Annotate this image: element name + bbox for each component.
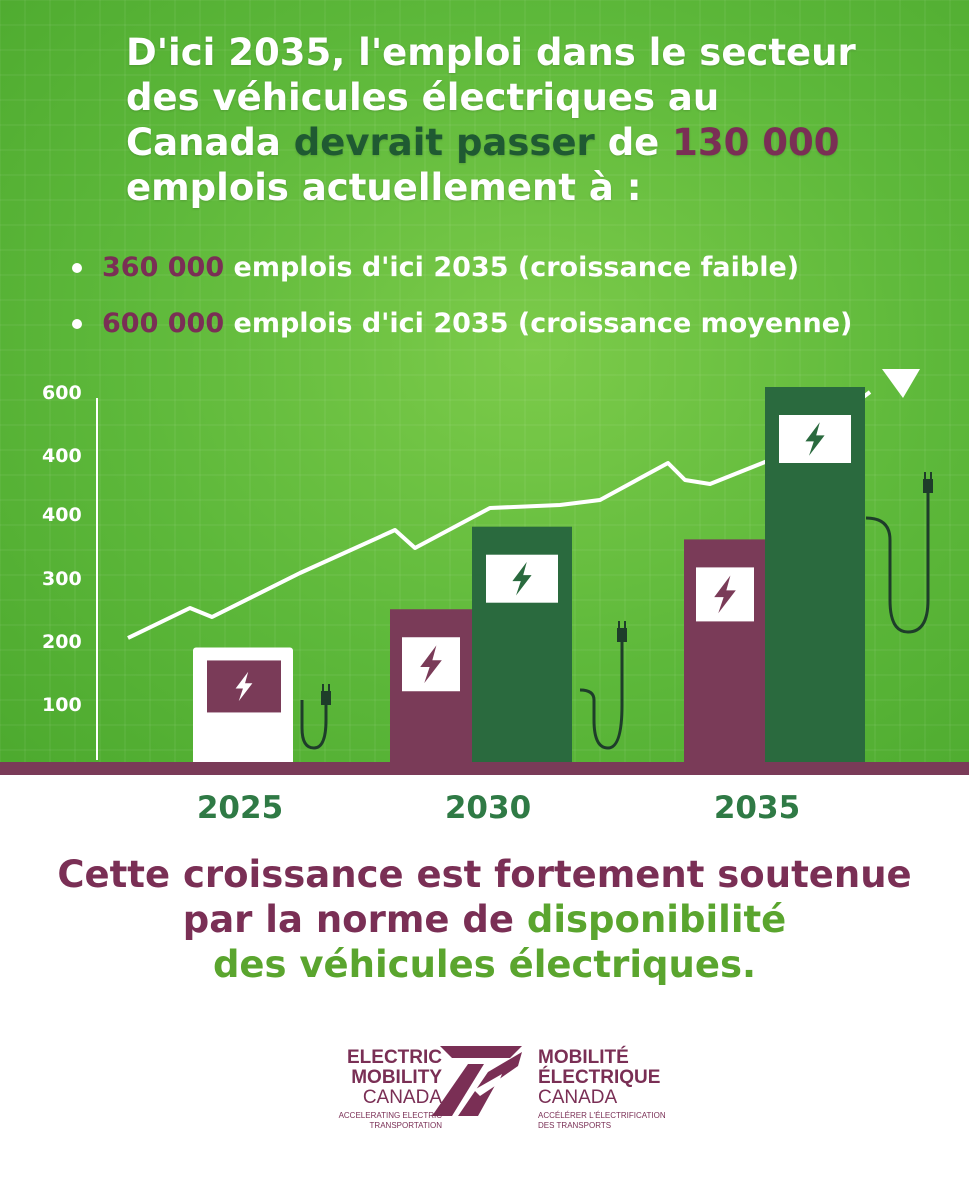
bullet-number: 360 000	[102, 252, 225, 283]
bullet-dot-icon	[72, 319, 82, 329]
footer-line-1: Cette croissance est fortement soutenue	[57, 853, 912, 896]
x-tick-label: 2035	[714, 790, 800, 826]
plug-head-icon	[617, 628, 627, 642]
y-tick-label: 400	[42, 504, 82, 526]
plug-cable-icon	[300, 700, 328, 750]
x-tick-label: 2025	[197, 790, 283, 826]
plug-cable-icon	[865, 492, 930, 634]
trend-line	[127, 390, 872, 640]
footer-line-2-a: par la norme de	[182, 898, 514, 941]
plug-cable-icon	[579, 640, 624, 750]
logo-en-line-2: MOBILITY	[351, 1067, 442, 1088]
headline-canada: Canada	[126, 121, 281, 164]
headline-line-2: des véhicules électriques au	[126, 76, 720, 119]
footer-emphasis: disponibilité	[526, 898, 787, 941]
logo-french: MOBILITÉ ÉLECTRIQUE CANADA ACCÉLÉRER L'É…	[538, 1048, 666, 1131]
bullet-dot-icon	[72, 263, 82, 273]
logo-fr-line-2: ÉLECTRIQUE	[538, 1067, 661, 1088]
bullet-text: emplois d'ici 2035 (croissance moyenne)	[233, 308, 853, 339]
headline-emphasis-green: devrait passer	[293, 121, 595, 164]
bullet-item-low: 360 000 emplois d'ici 2035 (croissance f…	[72, 248, 852, 288]
y-tick-label: 300	[42, 568, 82, 590]
logo-mark-icon	[432, 1046, 522, 1116]
plug-head-icon	[321, 691, 331, 705]
bullet-list: 360 000 emplois d'ici 2035 (croissance f…	[72, 248, 852, 360]
logo-fr-tagline: ACCÉLÉRER L'ÉLECTRIFICATION DES TRANSPOR…	[538, 1111, 666, 1131]
bar-chart: 100 200 300 400 400 600 2025 2030 2035	[0, 369, 969, 826]
lightning-icon	[512, 561, 532, 596]
logo-en-line-3: CANADA	[362, 1087, 442, 1108]
footer-message: Cette croissance est fortement soutenue …	[0, 852, 969, 987]
lightning-icon	[714, 575, 736, 614]
logo-en-tag-1: ACCELERATING ELECTRIC	[338, 1111, 442, 1120]
y-tick-label: 200	[42, 631, 82, 653]
y-tick-label: 400	[42, 445, 82, 467]
footer-line-3: des véhicules électriques.	[212, 943, 757, 986]
chart-baseline	[0, 762, 969, 775]
x-tick-label: 2030	[445, 790, 531, 826]
logo-fr-line-3: CANADA	[538, 1087, 618, 1108]
arrow-up-icon	[882, 369, 920, 398]
y-tick-label: 600	[42, 382, 82, 404]
lightning-icon	[235, 671, 253, 702]
headline-de: de	[607, 121, 660, 164]
logo-en-line-1: ELECTRIC	[347, 1047, 442, 1068]
headline-line-3: Canada devrait passer de 130 000	[126, 120, 946, 165]
headline: D'ici 2035, l'emploi dans le secteur des…	[126, 30, 946, 210]
footer-line-2: par la norme de disponibilité	[0, 897, 969, 942]
bullet-text: emplois d'ici 2035 (croissance faible)	[233, 252, 800, 283]
logo-fr-tag-1: ACCÉLÉRER L'ÉLECTRIFICATION	[538, 1111, 666, 1120]
headline-line-1: D'ici 2035, l'emploi dans le secteur	[126, 31, 856, 74]
logo-en-tagline: ACCELERATING ELECTRIC TRANSPORTATION	[339, 1111, 442, 1131]
logo-fr-line-1: MOBILITÉ	[538, 1047, 629, 1068]
lightning-icon	[420, 645, 442, 684]
lightning-icon	[805, 422, 825, 456]
y-tick-label: 100	[42, 694, 82, 716]
headline-line-4: emplois actuellement à :	[126, 166, 642, 209]
plug-head-icon	[923, 479, 933, 493]
logo-english: ELECTRIC MOBILITY CANADA ACCELERATING EL…	[339, 1048, 442, 1131]
bullet-item-medium: 600 000 emplois d'ici 2035 (croissance m…	[72, 304, 852, 344]
logo-fr-tag-2: DES TRANSPORTS	[538, 1121, 612, 1130]
emc-logo: ELECTRIC MOBILITY CANADA ACCELERATING EL…	[300, 1026, 680, 1156]
headline-current-jobs: 130 000	[672, 121, 840, 164]
logo-en-tag-2: TRANSPORTATION	[369, 1121, 442, 1130]
bullet-number: 600 000	[102, 308, 225, 339]
